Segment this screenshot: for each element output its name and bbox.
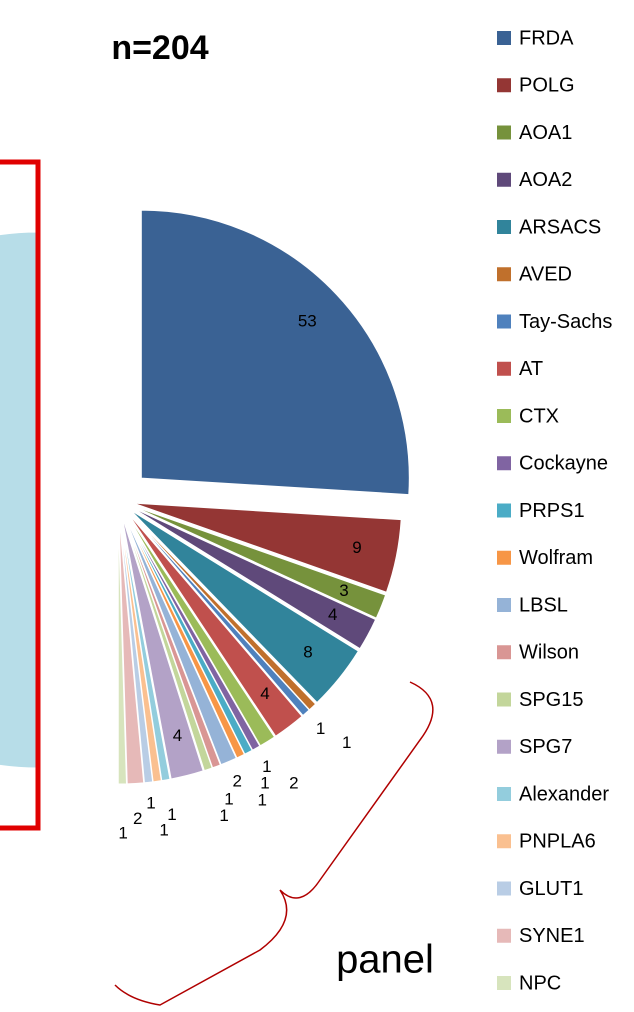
subtitle: n=204: [111, 29, 208, 67]
pie-slice: [118, 515, 145, 785]
legend-label: Alexander: [519, 783, 609, 805]
data-label: 1: [224, 790, 233, 809]
pie-slice: [117, 515, 128, 785]
legend-swatch: [497, 409, 511, 423]
legend-swatch: [497, 976, 511, 990]
legend-label: Tay-Sachs: [519, 311, 612, 333]
pie-slice: [122, 515, 213, 772]
legend-label: AOA1: [519, 122, 572, 144]
legend-swatch: [497, 125, 511, 140]
pie-slice: [128, 511, 310, 717]
legend-swatch: [497, 881, 511, 896]
data-label: 1: [219, 806, 228, 825]
legend-label: AOA2: [519, 169, 572, 191]
data-label: 3: [339, 581, 348, 600]
legend-swatch: [497, 78, 511, 93]
legend-label: PNPLA6: [519, 831, 596, 853]
legend-label: PRPS1: [519, 500, 585, 522]
pie-slice: [132, 505, 387, 619]
legend-swatch: [497, 172, 511, 187]
pie-slice: [140, 209, 410, 496]
data-label: 8: [303, 642, 312, 661]
data-label: 1: [159, 820, 168, 839]
legend-label: SYNE1: [519, 925, 585, 947]
annotation: panel: [336, 938, 434, 982]
data-label: 53: [298, 312, 317, 331]
legend-swatch: [497, 456, 511, 471]
legend: FRDA POLG AOA1 AOA2 ARSACS AVED Tay-Sachs AT CTX…: [497, 27, 612, 994]
legend-label: AVED: [519, 264, 572, 286]
legend-swatch: [497, 928, 511, 943]
pie-slice: [131, 507, 377, 650]
pie-slice: [125, 513, 276, 747]
legend-swatch: [497, 31, 511, 45]
legend-swatch: [497, 314, 511, 329]
pie-slice: [119, 515, 154, 784]
highlight-box: [0, 159, 41, 831]
data-label: 1: [262, 757, 271, 776]
data-label: 2: [133, 809, 142, 828]
pie-slice: [123, 514, 237, 766]
legend-swatch: [497, 598, 511, 612]
legend-label: SPG15: [519, 689, 583, 711]
legend-label: Wolfram: [519, 547, 593, 569]
legend-label: ARSACS: [519, 216, 601, 238]
legend-label: SPG7: [519, 736, 572, 758]
pie-slice: [121, 515, 204, 780]
data-label: 4: [260, 684, 269, 703]
pie-slice: [130, 509, 360, 704]
legend-label: LBSL: [519, 594, 568, 616]
pie-slice: [133, 502, 402, 593]
data-label: 4: [173, 726, 182, 745]
legend-label: FRDA: [519, 27, 574, 49]
pie-slice: [0, 231, 39, 769]
data-label: 2: [289, 773, 298, 792]
legend-swatch: [497, 267, 511, 282]
legend-swatch: [497, 834, 511, 849]
legend-swatch: [497, 220, 511, 234]
data-label: 4: [328, 605, 337, 624]
legend-swatch: [497, 787, 511, 801]
legend-swatch: [497, 503, 511, 518]
legend-label: Wilson: [519, 642, 579, 664]
data-label: 2: [233, 771, 242, 790]
data-label: 1: [260, 774, 269, 793]
data-label: 1: [146, 794, 155, 813]
legend-label: AT: [519, 358, 543, 380]
legend-label: Cockayne: [519, 453, 608, 475]
data-label: 1: [118, 823, 127, 842]
legend-swatch: [497, 550, 511, 565]
pie-slice: [124, 514, 246, 759]
legend-label: NPC: [519, 972, 561, 994]
brace: [114, 681, 434, 1006]
legend-swatch: [497, 692, 511, 707]
legend-label: POLG: [519, 75, 575, 97]
legend-swatch: [497, 739, 511, 754]
pie-slice: [127, 512, 303, 737]
data-label: 1: [316, 719, 325, 738]
legend-label: CTX: [519, 405, 559, 427]
legend-label: GLUT1: [519, 878, 583, 900]
legend-swatch: [497, 361, 511, 376]
data-label: 1: [342, 733, 351, 752]
data-label: 1: [167, 805, 176, 824]
data-label: 9: [352, 538, 361, 557]
data-label: 1: [258, 791, 267, 810]
legend-swatch: [497, 645, 511, 660]
